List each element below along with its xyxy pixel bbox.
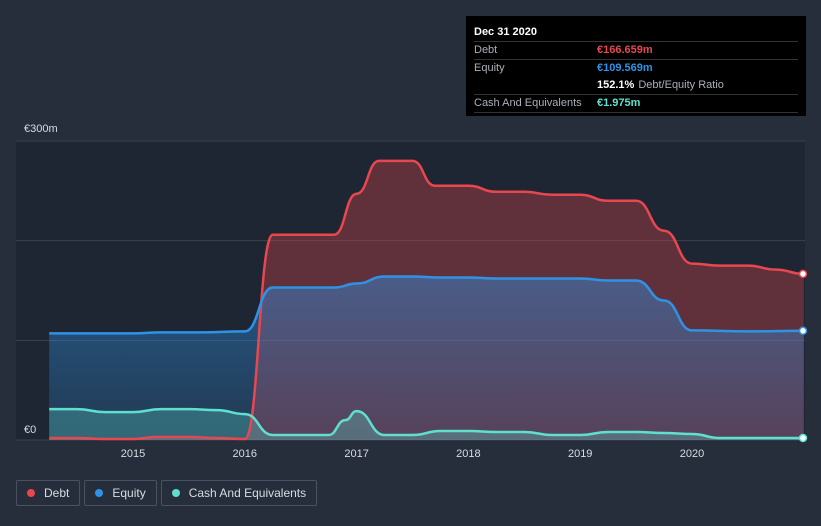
tooltip-row-equity: Equity €109.569m: [474, 60, 798, 77]
x-tick-label-2020: 2020: [680, 448, 704, 460]
tooltip-row-cash: Cash And Equivalents €1.975m: [474, 95, 798, 113]
tooltip-label-cash: Cash And Equivalents: [474, 97, 582, 109]
tooltip-label-debt: Debt: [474, 44, 498, 56]
endpoint-cash[interactable]: [798, 433, 808, 443]
legend-item-debt[interactable]: Debt: [16, 480, 81, 506]
legend-item-cash[interactable]: Cash And Equivalents: [160, 480, 318, 506]
tooltip-value-debt: €166.659m: [597, 44, 653, 56]
tooltip-ratio-label: Debt/Equity Ratio: [638, 79, 724, 91]
x-tick-label-2019: 2019: [568, 448, 592, 460]
legend-dot-equity: [95, 489, 104, 497]
line-equity: [49, 275, 804, 335]
y-tick-label-0: €0: [24, 424, 36, 436]
x-tick-label-2017: 2017: [344, 448, 368, 460]
y-axis: €0 €300m: [24, 123, 58, 436]
line-cash: [49, 407, 804, 440]
tooltip-date: Dec 31 2020: [474, 24, 798, 42]
x-tick-label-2015: 2015: [121, 448, 145, 460]
x-axis: 2015 2016 2017 2018 2019 2020: [121, 448, 704, 460]
tooltip-value-cash: €1.975m: [597, 97, 641, 109]
legend-item-equity[interactable]: Equity: [84, 480, 157, 506]
legend-label-debt: Debt: [44, 486, 70, 500]
endpoint-equity[interactable]: [798, 326, 808, 336]
line-debt: [49, 159, 804, 441]
x-tick-label-2018: 2018: [456, 448, 480, 460]
hover-tooltip: Dec 31 2020 Debt €166.659m Equity €109.5…: [466, 16, 806, 116]
legend-label-equity: Equity: [112, 486, 146, 500]
legend-dot-cash: [171, 489, 180, 497]
x-tick-label-2016: 2016: [233, 448, 257, 460]
legend-label-cash: Cash And Equivalents: [188, 486, 307, 500]
series-lines: [49, 159, 804, 441]
tooltip-row-ratio: 152.1% Debt/Equity Ratio: [474, 77, 798, 95]
tooltip-ratio-value: 152.1%: [597, 79, 635, 91]
legend-dot-debt: [27, 489, 35, 497]
chart-legend: Debt Equity Cash And Equivalents: [16, 480, 318, 506]
endpoint-debt[interactable]: [798, 269, 808, 279]
tooltip-label-equity: Equity: [474, 62, 505, 74]
area-equity: [49, 276, 804, 440]
series-endpoints: [798, 269, 808, 443]
tooltip-value-equity: €109.569m: [597, 62, 653, 74]
y-tick-label-300: €300m: [24, 123, 58, 135]
tooltip-row-debt: Debt €166.659m: [474, 42, 798, 60]
